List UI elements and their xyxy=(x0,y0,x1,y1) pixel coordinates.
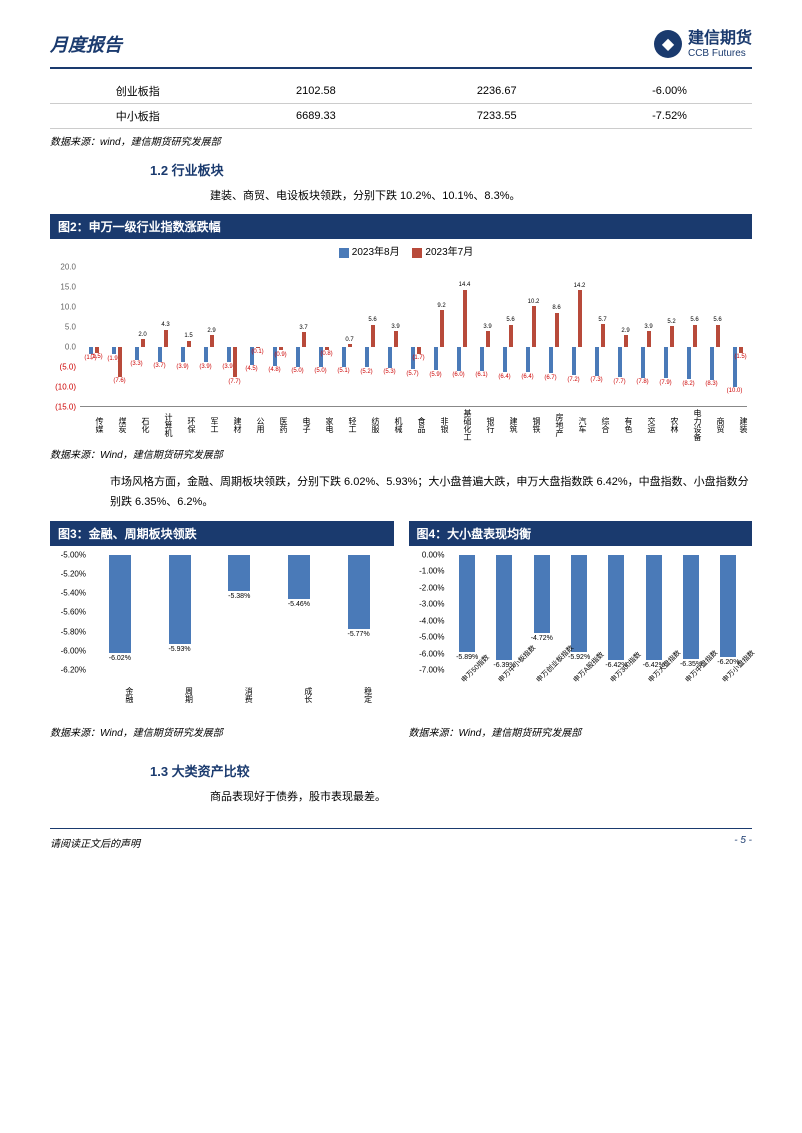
legend-box-aug xyxy=(339,248,349,258)
data-source: 数据来源：Wind，建信期货研究发展部 xyxy=(50,446,752,461)
page-header: 月度报告 ◆ 建信期货 CCB Futures xyxy=(50,30,752,69)
style-text: 市场风格方面，金融、周期板块领跌，分别下跌 6.02%、5.93%；大小盘普遍大… xyxy=(110,473,752,513)
table-row: 创业板指2102.582236.67-6.00% xyxy=(50,79,752,104)
logo-cn: 建信期货 xyxy=(688,30,752,48)
data-source: 数据来源：Wind，建信期货研究发展部 xyxy=(50,724,394,739)
logo-en: CCB Futures xyxy=(688,48,752,59)
fig2-title: 图2：申万一级行业指数涨跌幅 xyxy=(50,214,752,239)
data-source: 数据来源：Wind，建信期货研究发展部 xyxy=(409,724,753,739)
section-13-text: 商品表现好于债券，股市表现最差。 xyxy=(210,788,752,808)
footer-disclaimer: 请阅读正文后的声明 xyxy=(50,835,140,850)
fig4-chart: 0.00%-1.00%-2.00%-3.00%-4.00%-5.00%-6.00… xyxy=(409,550,753,720)
fig3-chart: -5.00%-5.20%-5.40%-5.60%-5.80%-6.00%-6.2… xyxy=(50,550,394,720)
section-12-text: 建装、商贸、电设板块领跌，分别下跌 10.2%、10.1%、8.3%。 xyxy=(210,187,752,207)
table-row: 中小板指6689.337233.55-7.52% xyxy=(50,103,752,128)
fig2-legend: 2023年8月 2023年7月 xyxy=(50,243,752,258)
data-source: 数据来源：wind，建信期货研究发展部 xyxy=(50,133,752,148)
legend-box-jul xyxy=(412,248,422,258)
section-13-title: 1.3 大类资产比较 xyxy=(150,761,752,780)
page-number: - 5 - xyxy=(734,835,752,850)
section-12-title: 1.2 行业板块 xyxy=(150,160,752,179)
logo-icon: ◆ xyxy=(654,30,682,58)
report-title: 月度报告 xyxy=(50,31,122,57)
index-table: 创业板指2102.582236.67-6.00% 中小板指6689.337233… xyxy=(50,79,752,129)
fig2-chart: 20.015.010.05.00.0(5.0)(10.0)(15.0) (1.7… xyxy=(50,262,752,442)
logo: ◆ 建信期货 CCB Futures xyxy=(654,30,752,59)
fig3-title: 图3：金融、周期板块领跌 xyxy=(50,521,394,546)
fig4-title: 图4：大小盘表现均衡 xyxy=(409,521,753,546)
page-footer: 请阅读正文后的声明 - 5 - xyxy=(50,828,752,850)
